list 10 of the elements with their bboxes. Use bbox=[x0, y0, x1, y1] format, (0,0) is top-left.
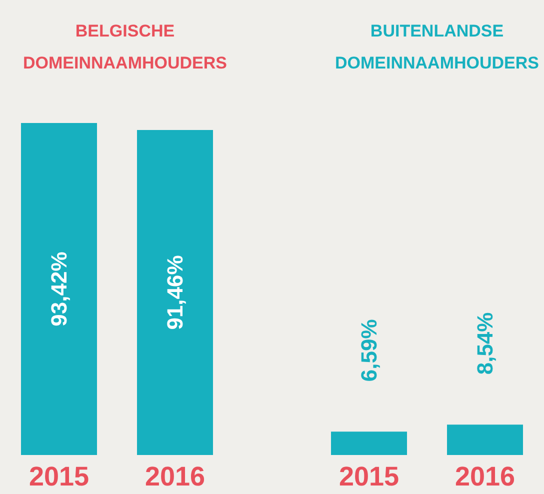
data-label: 91,46% bbox=[162, 255, 188, 330]
data-label: 6,59% bbox=[356, 319, 382, 382]
chart-title: BUITENLANDSE DOMEINNAAMHOUDERS bbox=[335, 22, 539, 72]
chart-title: BELGISCHE DOMEINNAAMHOUDERS bbox=[23, 22, 227, 72]
data-label: 8,54% bbox=[472, 312, 498, 375]
x-tick-label: 2015 bbox=[338, 462, 400, 492]
x-tick-label: 2015 bbox=[28, 462, 90, 492]
x-tick-label: 2016 bbox=[454, 462, 516, 492]
x-tick-label: 2016 bbox=[144, 462, 206, 492]
data-label: 93,42% bbox=[46, 252, 72, 326]
